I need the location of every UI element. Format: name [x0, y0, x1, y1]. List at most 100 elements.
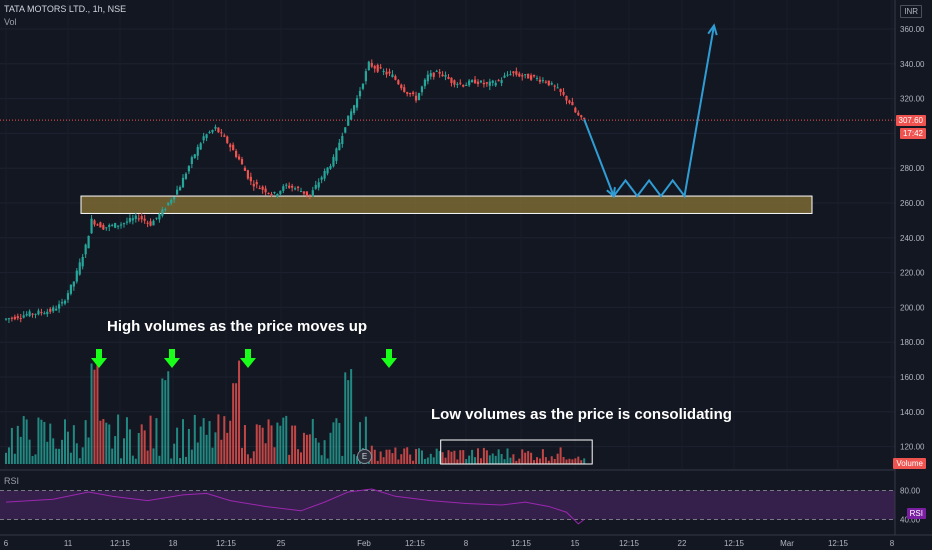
volume-bar [214, 432, 217, 464]
earnings-event-marker[interactable]: E [357, 449, 372, 464]
volume-bar [379, 451, 382, 464]
volume-bar [114, 436, 117, 464]
volume-bar [347, 380, 350, 464]
volume-bar [69, 452, 72, 464]
volume-bar [344, 372, 347, 464]
volume-bar [527, 451, 530, 464]
candle-body [232, 144, 235, 151]
volume-bar [305, 434, 308, 464]
volume-bar [533, 460, 536, 464]
volume-bar [187, 428, 190, 464]
candle-body [420, 86, 424, 93]
candle-body [344, 127, 347, 133]
candle-body [444, 75, 447, 77]
volume-bar [255, 424, 258, 464]
volume-bar [208, 421, 211, 464]
candle-body [500, 80, 503, 84]
volume-bar [538, 458, 541, 464]
candle-body [459, 82, 462, 84]
candle-body [193, 154, 196, 158]
volume-bar [317, 442, 320, 464]
volume-bar [485, 450, 488, 464]
projection-line [583, 25, 715, 199]
candle-body [178, 187, 182, 191]
candle-body [379, 67, 382, 69]
candle-body [447, 76, 450, 79]
vol-label: Vol [4, 17, 17, 27]
volume-bar [146, 450, 149, 464]
candle-body [226, 136, 229, 143]
volume-bar [285, 415, 288, 464]
candle-body [353, 105, 356, 113]
candle-body [16, 316, 19, 319]
candle-body [170, 199, 173, 204]
candle-body [530, 75, 533, 80]
volume-bar [31, 455, 34, 464]
volume-arrows [91, 349, 397, 368]
candle-body [506, 74, 509, 76]
candle-body [565, 95, 568, 101]
volume-bar [111, 448, 114, 464]
volume-bar [223, 416, 226, 464]
down-arrow-icon [381, 349, 397, 368]
x-tick-label: 12:15 [216, 539, 237, 548]
volume-bar [90, 363, 93, 464]
volume-bar [22, 416, 25, 464]
volume-bar [34, 454, 37, 464]
volume-bar [536, 457, 538, 464]
volume-bar [530, 452, 533, 464]
volume-bar [311, 418, 314, 464]
consolidation-box [440, 439, 593, 465]
volume-bar [291, 425, 294, 464]
candle-body [63, 300, 67, 304]
candles [4, 59, 586, 324]
volume-bar [521, 449, 524, 464]
volume-bar [335, 418, 338, 464]
volume-bar [406, 447, 409, 464]
volume-bar [571, 459, 574, 464]
volume-bar [429, 453, 432, 464]
volume-bar [93, 369, 96, 464]
candle-body [229, 144, 232, 148]
volume-bar [382, 457, 385, 464]
volume-bar [229, 420, 232, 464]
volume-bar [196, 442, 199, 464]
candle-body [382, 71, 385, 73]
volume-bar [13, 453, 16, 464]
volume-bar [102, 418, 105, 464]
volume-bar [267, 419, 270, 464]
volume-bar [211, 447, 214, 464]
candle-body [532, 74, 536, 77]
x-tick-label: 12:15 [511, 539, 532, 548]
volume-bar [190, 449, 193, 464]
volume-bar [477, 448, 479, 464]
volume-bar [468, 455, 471, 464]
volume-bar [500, 453, 503, 464]
candle-body [217, 127, 220, 133]
volume-bar [359, 422, 361, 464]
candle-body [435, 70, 438, 72]
candle-body [488, 81, 491, 86]
rsi-badge: RSI [906, 508, 926, 519]
candle-body [155, 217, 158, 219]
candle-body [515, 71, 518, 75]
volume-bar [568, 458, 571, 464]
volume-bar [5, 452, 7, 464]
volume-bar [320, 455, 323, 464]
candle-body [49, 308, 52, 312]
candle-body [518, 73, 521, 77]
volume-bar [397, 459, 400, 464]
y-tick-label: 340.00 [900, 60, 925, 69]
volume-bar [373, 449, 376, 464]
candle-body [243, 167, 247, 171]
candle-body [149, 221, 152, 226]
volume-bar [161, 378, 164, 464]
candle-body [258, 188, 261, 190]
volume-bar [515, 460, 518, 464]
volume-bar [246, 454, 249, 464]
x-tick-label: 12:15 [110, 539, 131, 548]
volume-bar [364, 416, 367, 464]
candle-body [299, 191, 303, 193]
volume-bar [52, 438, 55, 464]
